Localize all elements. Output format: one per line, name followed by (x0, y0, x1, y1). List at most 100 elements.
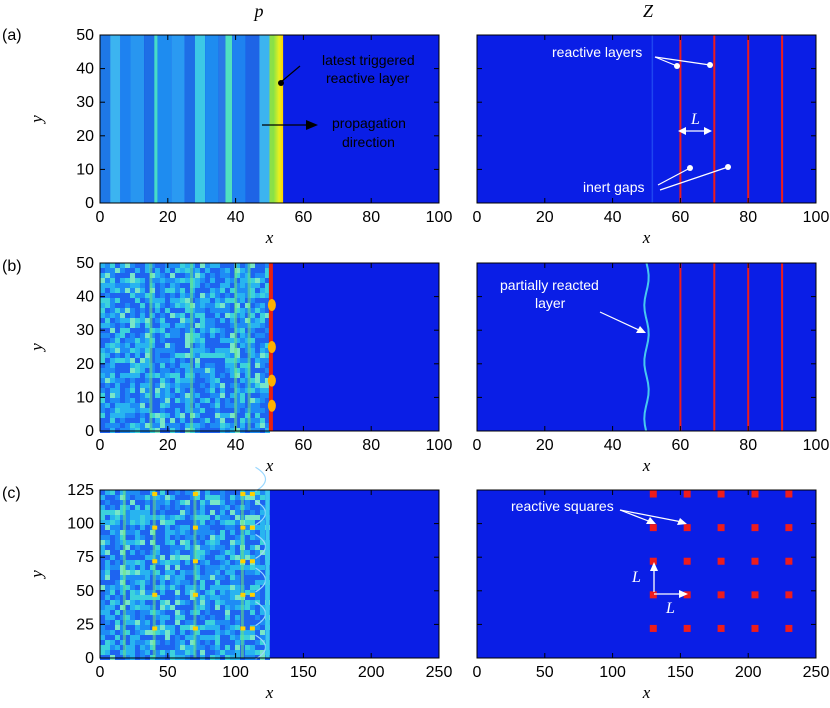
reactive-square-0-3 (751, 624, 759, 632)
reactive-square-2-3 (751, 557, 759, 565)
panel-label-c: (c) (2, 485, 21, 502)
xtick-r0p-0: 0 (96, 209, 105, 226)
reactive-square-0-2 (717, 624, 725, 632)
xtick-r0p-1: 20 (159, 209, 177, 226)
reactive-square-0-4 (785, 624, 793, 632)
frame-r1z (476, 262, 817, 432)
band-r0p-11 (218, 35, 226, 203)
hotspot-r2p-0-1 (192, 626, 198, 631)
frame-r2p (99, 489, 440, 659)
xtick-r2p-3: 150 (290, 664, 317, 681)
streak-r2p-0 (122, 490, 126, 658)
hotspot-r2p-3-0 (152, 525, 158, 530)
reactive-layer-r0z-2 (747, 35, 750, 203)
xtick-r0p-2: 40 (227, 209, 245, 226)
streak-r2p-2 (193, 490, 197, 658)
xtick-r1p-0: 0 (96, 437, 105, 454)
band-r0p-4 (144, 35, 155, 203)
xtick-r2z-5: 250 (803, 664, 830, 681)
field-r0z (477, 35, 816, 203)
hotspot-r2p-4-2 (240, 492, 246, 497)
plot-r0p (100, 35, 439, 203)
reactive-square-2-0 (649, 557, 657, 565)
xtick-r1p-2: 40 (227, 437, 245, 454)
hotspot-r2p-1-2 (240, 592, 246, 597)
annotation-partial-line2: layer (535, 295, 566, 311)
annotation-spacing-L: L (678, 111, 712, 135)
reactive-square-3-4 (785, 524, 793, 532)
xtick-r2p-2: 100 (222, 664, 249, 681)
annotation-L-text: L (690, 111, 700, 128)
ytick-r2p-0: 0 (85, 650, 94, 667)
hotspot-r2p-4-0 (152, 492, 158, 497)
reactive-layer-r0z-1 (713, 35, 716, 203)
hotspot-r2p-1-0 (152, 592, 158, 597)
hotspot-r2p-3-1 (192, 525, 198, 530)
front-r0p (272, 35, 284, 203)
ytick-r0p-3: 30 (76, 94, 94, 111)
ylabel-r0p: y (27, 115, 46, 125)
hotspot-r2p-1-3 (249, 592, 255, 597)
column-title-z: Z (643, 1, 654, 21)
annotation-latest-layer: latest triggered reactive layer (278, 52, 415, 86)
xtick-r0z-0: 0 (473, 209, 482, 226)
xlabel-r1p: x (265, 456, 274, 475)
reactive-square-1-0 (649, 591, 657, 599)
annotation-inert-gaps: inert gaps (583, 164, 731, 195)
front-r2p (265, 490, 270, 658)
hotspot-r2p-2-1 (192, 559, 198, 564)
streak-r1p-1 (190, 263, 194, 431)
ytick-r2p-4: 100 (67, 516, 94, 533)
streak-r1p-3 (247, 263, 251, 431)
annotation-square-spacing: L L (631, 562, 688, 617)
ytick-r2p-3: 75 (76, 549, 94, 566)
ytick-r2p-5: 125 (67, 482, 94, 499)
panel-label-a: (a) (2, 27, 22, 44)
xtick-r1p-4: 80 (362, 437, 380, 454)
hotspot-r2p-2-2 (240, 559, 246, 564)
streak-r2p-3 (240, 490, 244, 658)
xtick-r2p-0: 0 (96, 664, 105, 681)
ytick-r2p-1: 25 (76, 616, 94, 633)
reactive-square-4-1 (683, 490, 691, 498)
reactive-square-3-0 (649, 524, 657, 532)
annotation-propagation-line1: propagation (332, 115, 406, 131)
reactive-square-2-1 (683, 557, 691, 565)
front-bulge-r1p-3 (267, 399, 276, 412)
reactive-layer-r0z-0 (679, 35, 682, 203)
reactive-square-3-1 (683, 524, 691, 532)
xtick-r2z-0: 0 (473, 664, 482, 681)
xtick-r2z-4: 200 (735, 664, 762, 681)
hotspot-r2p-0-3 (249, 626, 255, 631)
front-bulge-r1p-2 (267, 374, 276, 387)
xlabel-r2p: x (265, 683, 274, 702)
band-r0p-15 (259, 35, 270, 203)
streak-r2p-1 (152, 490, 156, 658)
ytick-r1p-4: 40 (76, 289, 94, 306)
reactive-square-3-3 (751, 524, 759, 532)
xlabel-r1z: x (642, 456, 651, 475)
band-r0p-7 (171, 35, 185, 203)
annotation-reactive-squares: reactive squares (511, 498, 687, 525)
field-r2z (477, 490, 816, 658)
reactive-layer-r0z-3 (781, 35, 784, 203)
annotation-propagation: propagation direction (262, 115, 406, 150)
hotspot-r2p-4-1 (192, 492, 198, 497)
band-r0p-14 (245, 35, 260, 203)
annotation-latest-line1: latest triggered (322, 52, 415, 68)
reactive-square-2-4 (785, 557, 793, 565)
reactive-square-1-4 (785, 591, 793, 599)
reactive-square-1-3 (751, 591, 759, 599)
xtick-r0z-5: 100 (803, 209, 830, 226)
plot-r2p (100, 466, 439, 660)
annotation-reactive-squares-text: reactive squares (511, 498, 614, 514)
xtick-r0z-2: 40 (604, 209, 622, 226)
xtick-r2z-1: 50 (536, 664, 554, 681)
reactive-square-4-3 (751, 490, 759, 498)
front-bulge-r1p-0 (267, 299, 276, 311)
ytick-r2p-2: 50 (76, 583, 94, 600)
frame-r0p (99, 34, 440, 204)
annotation-L-vertical: L (631, 569, 641, 586)
annotation-reactive-layers-text: reactive layers (552, 44, 642, 60)
streak-r1p-2 (234, 263, 238, 431)
